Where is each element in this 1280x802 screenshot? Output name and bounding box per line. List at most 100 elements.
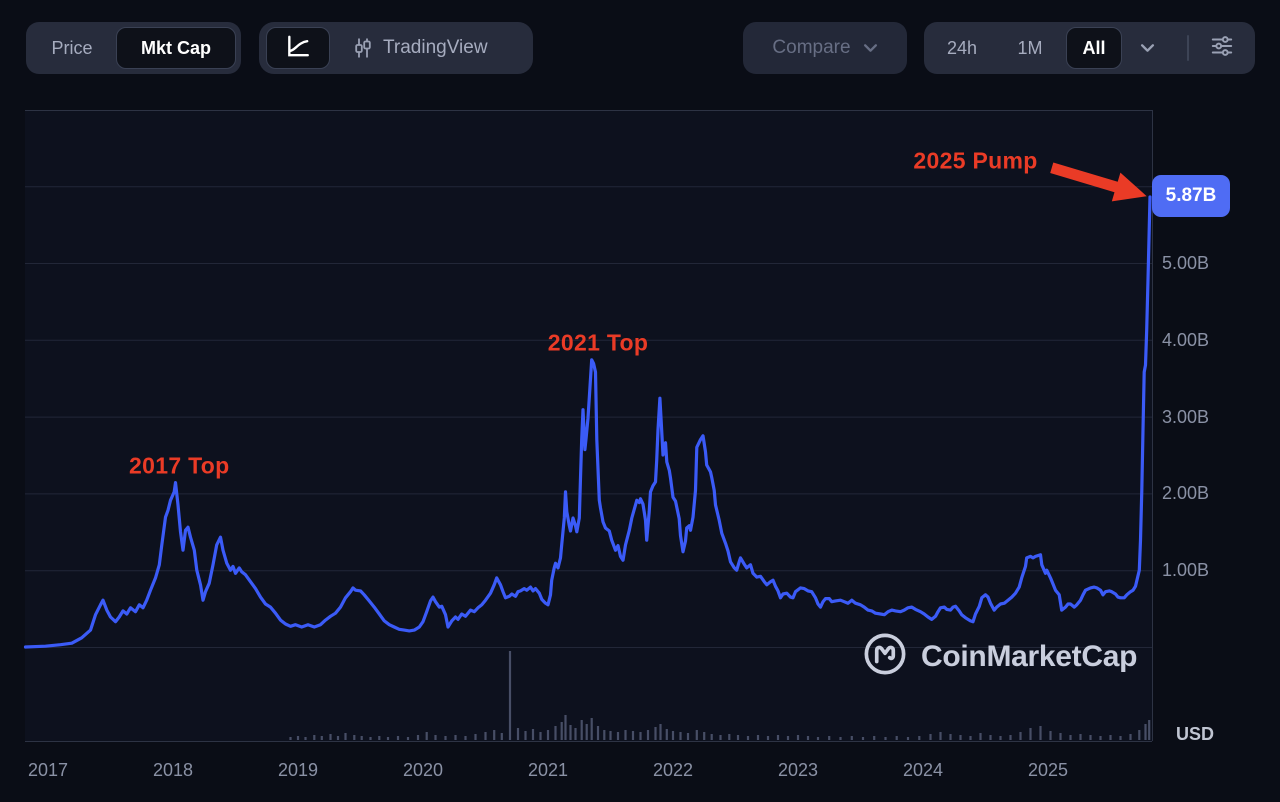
time-range-group: 24h 1M All: [924, 22, 1255, 74]
volume-bar: [516, 728, 520, 740]
volume-bar: [320, 736, 323, 740]
tradingview-button[interactable]: [351, 36, 375, 65]
tradingview-label[interactable]: TradingView: [383, 37, 488, 58]
coinmarketcap-logo-icon: [862, 631, 908, 682]
volume-bar: [546, 730, 550, 740]
volume-bar: [560, 722, 563, 740]
chart-settings-button[interactable]: [1208, 35, 1236, 61]
volume-bar: [884, 737, 887, 740]
sliders-icon: [1209, 33, 1235, 64]
volume-bar: [989, 735, 992, 740]
volume-bar: [710, 734, 713, 740]
volume-bar: [1099, 736, 1102, 740]
range-24h-button[interactable]: 24h: [946, 38, 978, 58]
volume-bar: [1144, 724, 1147, 740]
volume-bar: [425, 732, 428, 740]
price-line: [23, 195, 1152, 649]
volume-bar: [406, 737, 410, 740]
volume-bar: [378, 736, 381, 740]
volume-bar: [1049, 731, 1052, 740]
y-axis-label: 3.00B: [1162, 406, 1210, 427]
watermark-text: CoinMarketCap: [921, 639, 1138, 673]
volume-bar: [786, 736, 790, 740]
x-axis-label: 2023: [777, 760, 819, 780]
volume-bar: [1019, 732, 1022, 740]
volume-bar: [979, 733, 982, 740]
volume-bar: [1129, 734, 1132, 740]
chart-toolbar: Price Mkt Cap: [0, 0, 1280, 96]
volume-bar: [484, 732, 487, 740]
x-axis-label: 2024: [902, 760, 944, 780]
annotation-2021-top: 2021 Top: [547, 329, 649, 356]
volume-bar: [679, 732, 682, 740]
volume-bar: [603, 730, 606, 740]
volume-bar: [736, 735, 740, 740]
volume-bar: [1039, 726, 1042, 740]
volume-bar: [289, 737, 292, 740]
volume-bar: [756, 735, 760, 740]
line-chart-icon: [285, 33, 311, 64]
volume-bar: [434, 735, 437, 740]
volume-bar: [695, 730, 698, 740]
volume-bar: [508, 651, 512, 740]
toolbar-divider: [1187, 35, 1189, 61]
volume-bar: [416, 735, 420, 740]
x-axis-label: 2019: [277, 760, 319, 780]
volume-bar: [474, 734, 477, 740]
volume-bar: [1069, 735, 1072, 740]
volume-bar: [1089, 735, 1092, 740]
volume-bar: [895, 736, 898, 740]
volume-bar: [386, 737, 390, 740]
volume-bar: [918, 736, 921, 740]
currency-label: USD: [1176, 724, 1215, 744]
x-axis-label: 2025: [1027, 760, 1069, 780]
volume-bar: [806, 736, 810, 740]
compare-label: Compare: [772, 37, 851, 58]
volume-bar: [531, 729, 535, 740]
volume-bar: [1009, 735, 1012, 740]
mkt-cap-tab[interactable]: Mkt Cap: [116, 27, 236, 69]
volume-bar: [850, 736, 853, 740]
volume-bar: [493, 730, 496, 740]
volume-bar: [464, 736, 467, 740]
volume-bar: [396, 736, 400, 740]
x-axis-label: 2018: [152, 760, 194, 780]
volume-bar: [369, 737, 372, 740]
x-axis-label: 2020: [402, 760, 444, 780]
chevron-down-icon: [1140, 40, 1155, 58]
volume-bar: [360, 736, 363, 740]
coinmarketcap-watermark: CoinMarketCap: [862, 631, 1137, 682]
volume-bar: [728, 734, 731, 740]
volume-bar: [816, 737, 820, 740]
price-tab[interactable]: Price: [51, 38, 93, 58]
volume-bar: [1079, 734, 1082, 740]
x-axis-label: 2021: [527, 760, 569, 780]
line-chart-button[interactable]: [266, 27, 330, 69]
y-axis-label: 5.00B: [1162, 253, 1210, 273]
volume-bar: [939, 732, 942, 740]
volume-bar: [569, 725, 572, 740]
range-more-button[interactable]: [1137, 43, 1157, 55]
volume-bar: [524, 731, 527, 740]
volume-bar: [639, 732, 642, 740]
volume-bar: [596, 726, 600, 740]
compare-button[interactable]: Compare: [743, 22, 907, 74]
volume-bar: [631, 731, 635, 740]
y-axis-label: 4.00B: [1162, 329, 1210, 350]
volume-bar: [776, 735, 780, 740]
annotation-2017-top: 2017 Top: [129, 452, 230, 479]
volume-bar: [1138, 730, 1141, 740]
volume-bar: [828, 736, 831, 740]
range-1m-button[interactable]: 1M: [1017, 38, 1043, 58]
volume-bar: [999, 736, 1002, 740]
volume-bar: [929, 734, 932, 740]
volume-bar: [906, 737, 910, 740]
pump-arrow-icon: [1050, 162, 1147, 202]
volume-bar: [766, 736, 770, 740]
volume-bar: [616, 732, 620, 740]
volume-bar: [590, 718, 593, 740]
volume-bar: [539, 732, 542, 740]
range-all-button[interactable]: All: [1066, 27, 1122, 69]
